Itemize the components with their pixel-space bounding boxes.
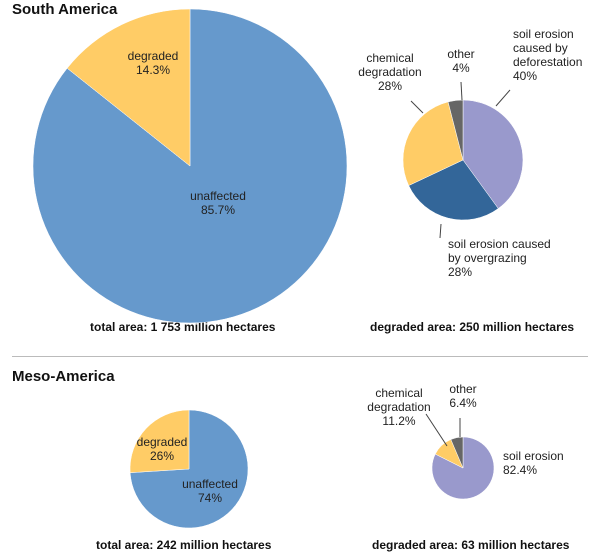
leader-line-3-1 (425, 413, 448, 447)
leader-line-1-2 (410, 100, 424, 114)
pie-label-3-soil-erosion: soil erosion 82.4% (503, 449, 564, 477)
caption-degraded-area-meso-america: degraded area: 63 million hectares (372, 538, 570, 552)
pie-slice-1-chemical-degradation (402, 101, 464, 186)
pie-label-1-soil-erosion-caused-by-deforestation: soil erosion caused by deforestation 40% (513, 27, 582, 83)
pie-label-0-degraded: degraded 14.3% (128, 49, 179, 77)
pie-label-2-unaffected: unaffected 74% (182, 477, 238, 505)
caption-total-area-south-america: total area: 1 753 million hectares (90, 320, 276, 334)
region-title-meso-america: Meso-America (12, 368, 115, 385)
leader-line-1-3 (460, 81, 463, 101)
region-title-south-america: South America (12, 1, 118, 18)
pie-label-1-other: other 4% (447, 47, 474, 75)
pie-label-3-other: other 6.4% (449, 382, 477, 410)
leader-line-1-0 (495, 89, 511, 107)
pie-slice-2-degraded (129, 409, 190, 473)
caption-degraded-area-south-america: degraded area: 250 million hectares (370, 320, 575, 334)
pie-label-2-degraded: degraded 26% (137, 435, 188, 463)
pie-label-3-chemical-degradation: chemical degradation 11.2% (367, 386, 430, 428)
pie-slice-0-degraded (66, 8, 191, 167)
pie-label-0-unaffected: unaffected 85.7% (190, 189, 246, 217)
pie-slice-1-soil-erosion-caused-by-overgrazing (408, 159, 499, 221)
pie-slice-1-soil-erosion-caused-by-deforestation (462, 99, 524, 209)
pie-label-1-chemical-degradation: chemical degradation 28% (358, 51, 421, 93)
leader-line-1-1 (439, 223, 442, 239)
pie-slice-1-other (447, 99, 464, 161)
pie-label-1-soil-erosion-caused-by-overgrazing: soil erosion caused by overgrazing 28% (448, 237, 551, 279)
caption-total-area-meso-america: total area: 242 million hectares (96, 538, 272, 552)
pie-slice-3-other (450, 436, 464, 469)
section-divider (12, 356, 588, 357)
